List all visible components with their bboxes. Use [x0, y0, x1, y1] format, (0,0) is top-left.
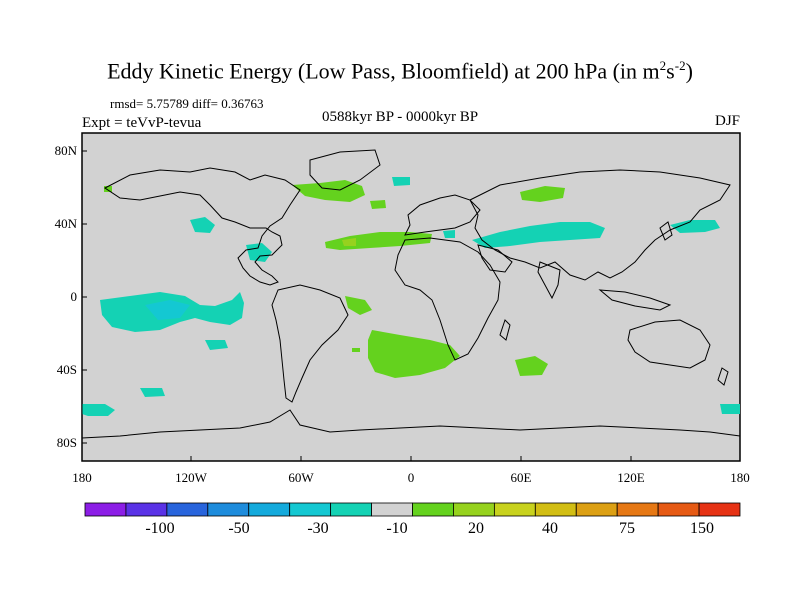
coast-new-zealand [717, 367, 729, 386]
colorbar-swatch-2 [166, 502, 209, 517]
lat-label-40n: 40N [54, 216, 77, 231]
season-label: DJF [714, 113, 740, 129]
coast-madagascar [499, 319, 511, 341]
map-frame [81, 132, 741, 462]
patch-asia-jet [472, 222, 605, 248]
colorbar-swatch-6 [330, 502, 372, 517]
patch-gulf [246, 243, 272, 262]
coast-india [537, 261, 561, 300]
colorbar-swatch-8 [412, 502, 454, 517]
colorbar-label: -50 [228, 520, 250, 537]
colorbar-label: -30 [307, 520, 329, 537]
colorbar-swatch-11 [534, 502, 577, 517]
lon-label-120e: 120E [617, 470, 645, 485]
coastlines [81, 149, 741, 439]
coast-south-america [271, 284, 349, 403]
lon-label-0: 0 [407, 470, 415, 485]
colorbar-swatch-7 [371, 502, 413, 517]
colorbar-swatch-0 [84, 502, 127, 517]
colorbar-label: -10 [386, 520, 408, 537]
experiment-label: Expt = teVvP-tevua [82, 115, 202, 131]
coast-indonesia [598, 289, 672, 311]
patch-south-pacific-2 [140, 388, 165, 397]
stats-text: rmsd= 5.75789 diff= 0.36763 [110, 96, 264, 111]
colorbar-swatch-14 [657, 502, 700, 517]
patch-mid-atlantic-small [370, 200, 386, 209]
colorbar-swatch-9 [453, 502, 495, 517]
lon-label-180e: 180 [730, 470, 750, 485]
lat-label-0: 0 [70, 289, 78, 304]
lon-label-60e: 60E [510, 470, 532, 485]
coast-greenland [309, 149, 381, 191]
colorbar-swatch-12 [575, 502, 618, 517]
coast-asia [469, 169, 731, 281]
colorbar-label: 150 [690, 520, 714, 537]
patch-southern-east [720, 404, 740, 414]
patch-indian-ocean [515, 356, 548, 376]
patch-mediterranean [443, 230, 455, 238]
coast-japan [659, 221, 673, 241]
lat-label-40s: 40S [56, 362, 77, 377]
lon-label-60w: 60W [288, 470, 314, 485]
patch-tropical-pacific-core [145, 300, 190, 320]
coast-arabia [477, 244, 513, 273]
coast-australia [627, 319, 711, 369]
patch-south-atlantic [368, 330, 460, 378]
period-label: 0588kyr BP - 0000kyr BP [321, 109, 479, 125]
colorbar-swatch-13 [616, 502, 659, 517]
coast-north-america [104, 167, 301, 286]
patch-north-atlantic [292, 180, 365, 202]
patch-south-pacific [205, 340, 228, 350]
patch-arctic-cyan [392, 177, 410, 186]
colorbar-label: 75 [619, 520, 635, 537]
patch-s-atlantic-small [352, 348, 360, 352]
patch-north-africa-small [342, 238, 356, 246]
patch-north-pacific-east [190, 217, 215, 233]
patch-pacific-west [670, 220, 720, 233]
positive-anomaly-patches [104, 180, 565, 378]
patch-south-atlantic-west [345, 296, 372, 315]
colorbar-label: 40 [542, 520, 558, 537]
colorbar-swatch-15 [698, 502, 741, 517]
colorbar-swatch-1 [125, 502, 168, 517]
lon-label-180w: 180 [72, 470, 92, 485]
axis-ticks [81, 133, 632, 461]
lat-label-80n: 80N [54, 143, 77, 158]
lon-label-120w: 120W [175, 470, 207, 485]
colorbar-label: 20 [468, 520, 484, 537]
colorbar-swatch-5 [289, 502, 332, 517]
colorbar-label: -100 [145, 520, 175, 537]
coast-antarctica [81, 409, 741, 439]
colorbar-swatch-3 [207, 502, 250, 517]
patch-southern-west [82, 404, 115, 416]
coast-africa [394, 237, 501, 361]
colorbar-swatch-10 [493, 502, 536, 517]
chart-title: Eddy Kinetic Energy (Low Pass, Bloomfiel… [107, 58, 693, 84]
patch-siberia [520, 186, 565, 202]
colorbar-swatch-4 [248, 502, 291, 517]
lat-label-80s: 80S [56, 435, 77, 450]
